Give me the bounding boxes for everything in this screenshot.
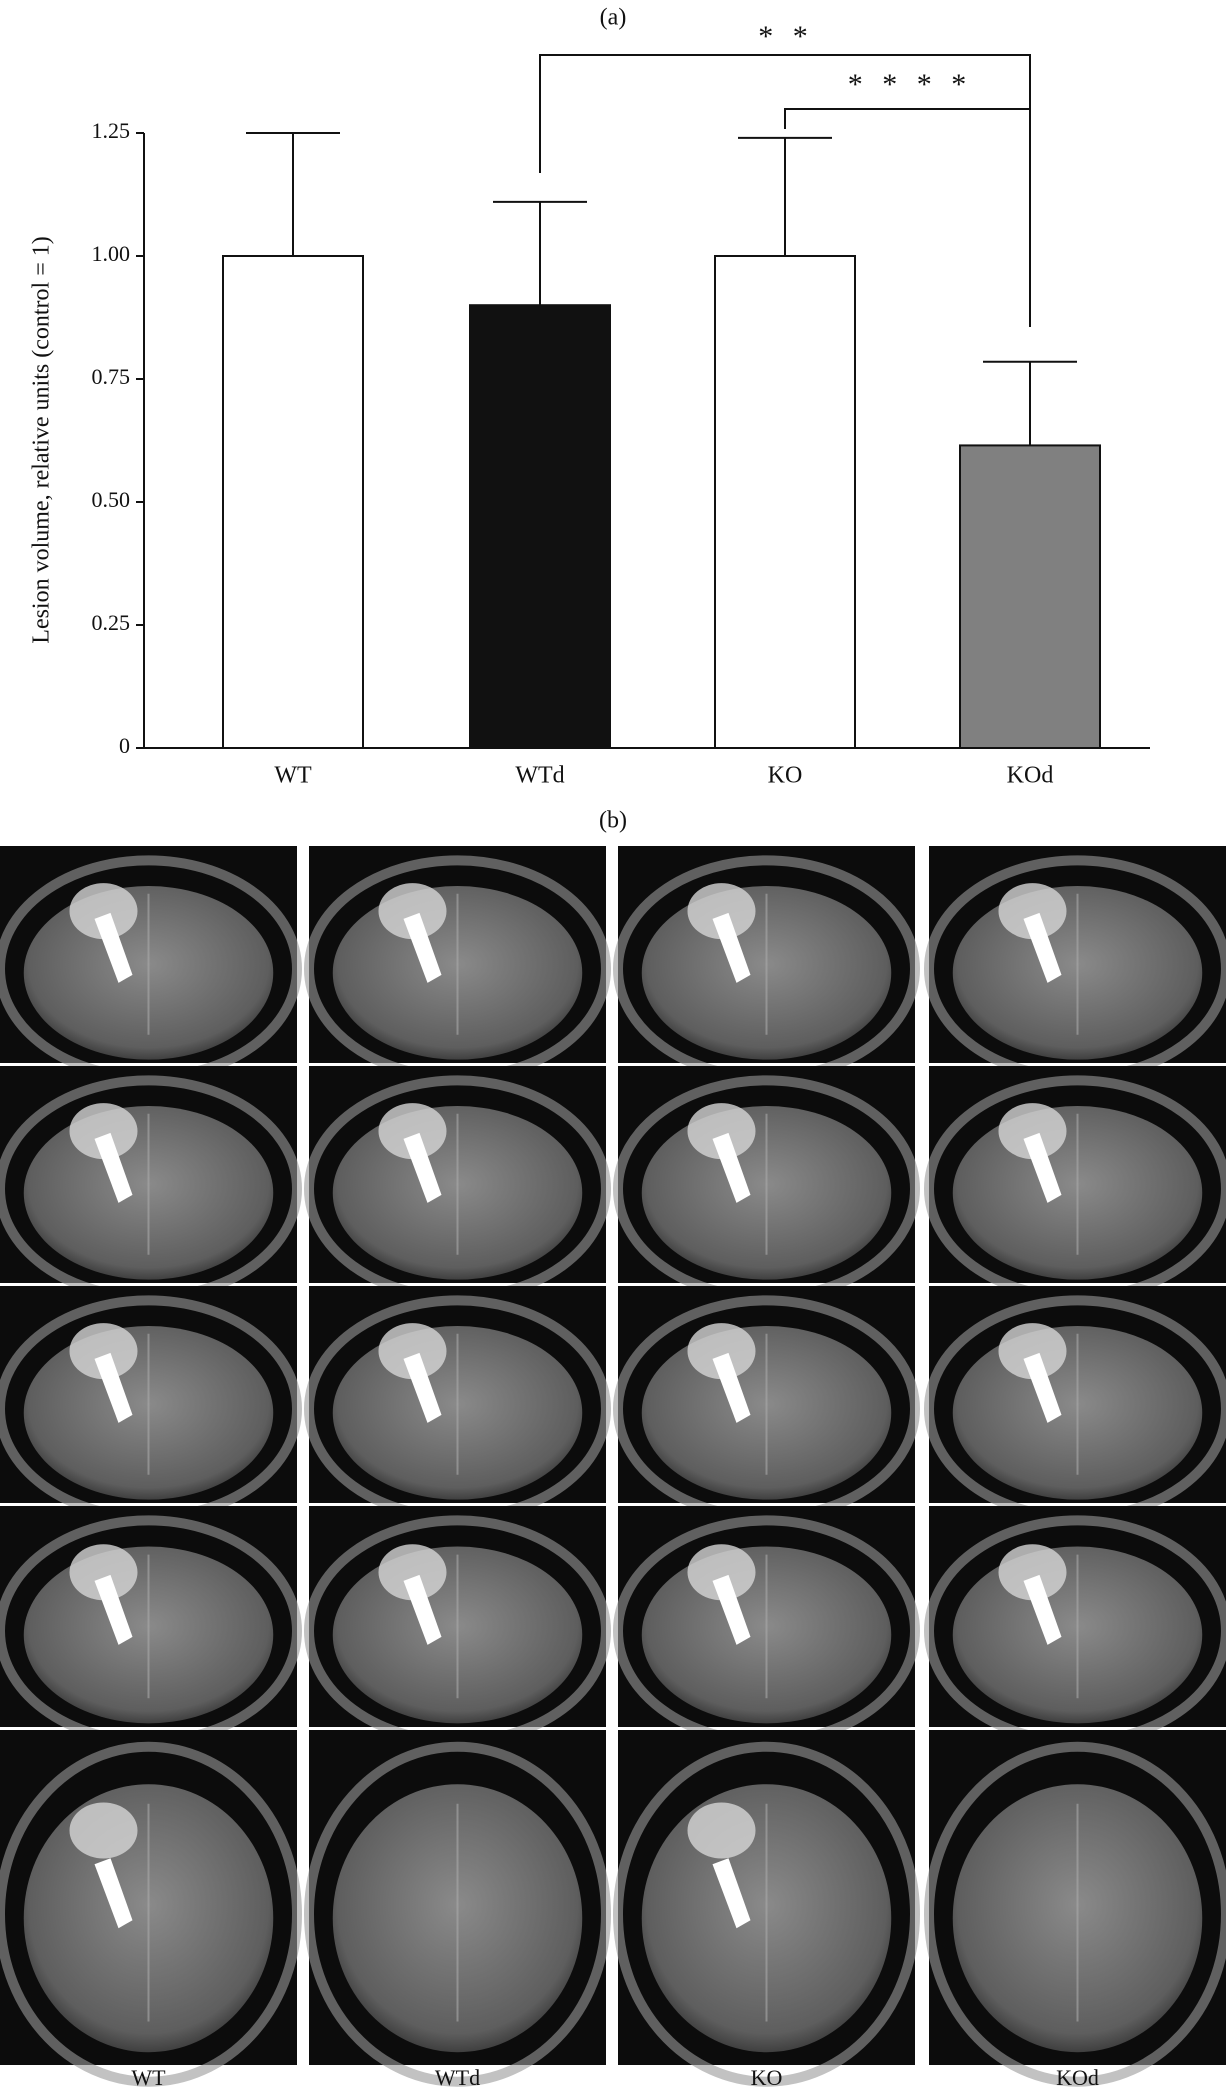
skull-arc — [613, 1741, 920, 2087]
pointer — [1023, 1574, 1062, 1645]
lesion — [687, 1103, 756, 1160]
y-tick-label: 0 — [119, 733, 130, 758]
pointer — [403, 1132, 442, 1203]
lesion — [998, 1544, 1067, 1601]
x-tick-label: WTd — [515, 763, 564, 789]
pointer — [94, 1352, 133, 1423]
lesion — [378, 1103, 447, 1160]
mri-tile — [924, 1506, 1226, 1747]
bar — [714, 255, 856, 749]
y-tick-label: 0.75 — [92, 364, 131, 389]
lesion — [687, 1802, 756, 1859]
pointer — [712, 1132, 751, 1203]
pointer — [712, 1858, 751, 1929]
pointer — [94, 1132, 133, 1203]
pointer — [1023, 912, 1062, 983]
y-tick-label: 1.25 — [92, 118, 131, 143]
lesion — [69, 1544, 138, 1601]
mri-tile — [304, 1730, 611, 2087]
mri-tile — [613, 1506, 920, 1747]
panel-title: (b) — [599, 808, 627, 834]
x-tick-label: KO — [768, 763, 803, 789]
x-tick-label: KOd — [1007, 763, 1054, 789]
pointer — [712, 1574, 751, 1645]
mri-tile — [0, 1066, 302, 1303]
significance-label: * * * * — [848, 68, 973, 101]
bar — [959, 444, 1101, 749]
lesion — [69, 1802, 138, 1859]
mri-tile — [924, 846, 1226, 1083]
pointer — [94, 1858, 133, 1929]
pointer — [712, 912, 751, 983]
lesion — [69, 883, 138, 940]
pointer — [94, 1574, 133, 1645]
pointer — [1023, 1352, 1062, 1423]
column-label: KOd — [1056, 2065, 1099, 2089]
chart-title: (a) — [600, 5, 627, 31]
column-label: KO — [751, 2065, 783, 2089]
y-tick-label: 0.50 — [92, 487, 131, 512]
lesion — [69, 1323, 138, 1380]
column-label: WT — [131, 2065, 166, 2089]
pointer — [94, 912, 133, 983]
y-axis-label: Lesion volume, relative units (control =… — [29, 236, 55, 643]
error-bar — [738, 136, 832, 256]
pointer — [403, 1574, 442, 1645]
error-bar — [983, 360, 1077, 446]
x-tick-label: WT — [274, 763, 312, 789]
lesion — [687, 1544, 756, 1601]
mri-tile — [924, 1286, 1226, 1523]
bar — [222, 255, 364, 749]
mri-tile — [613, 846, 920, 1083]
lesion — [378, 1544, 447, 1601]
y-tick-label: 0.25 — [92, 610, 131, 635]
mri-tile — [304, 846, 611, 1083]
lesion — [687, 883, 756, 940]
mri-tile — [924, 1066, 1226, 1303]
mri-tile — [613, 1286, 920, 1523]
skull-arc — [0, 1741, 302, 2087]
pointer — [403, 912, 442, 983]
lesion — [378, 1323, 447, 1380]
bar — [469, 304, 611, 749]
column-label: WTd — [435, 2065, 480, 2089]
mri-tile — [924, 1730, 1226, 2087]
mri-tile — [613, 1730, 920, 2087]
skull-arc — [924, 1741, 1226, 2087]
pointer — [712, 1352, 751, 1423]
pointer — [1023, 1132, 1062, 1203]
lesion — [998, 883, 1067, 940]
significance-label: * * — [758, 20, 814, 53]
mri-tile — [304, 1066, 611, 1303]
mri-tile — [613, 1066, 920, 1303]
mri-tile — [0, 1286, 302, 1523]
lesion — [687, 1323, 756, 1380]
lesion — [378, 883, 447, 940]
significance-bracket — [784, 108, 1031, 327]
lesion — [998, 1103, 1067, 1160]
lesion — [69, 1103, 138, 1160]
y-tick-label: 1.00 — [92, 241, 131, 266]
mri-tile — [0, 846, 302, 1083]
mri-tile — [304, 1286, 611, 1523]
lesion — [998, 1323, 1067, 1380]
error-bar — [493, 200, 587, 306]
pointer — [403, 1352, 442, 1423]
mri-tile — [0, 1506, 302, 1747]
error-bar — [246, 132, 340, 256]
mri-tile — [304, 1506, 611, 1747]
skull-arc — [304, 1741, 611, 2087]
mri-tile — [0, 1730, 302, 2087]
